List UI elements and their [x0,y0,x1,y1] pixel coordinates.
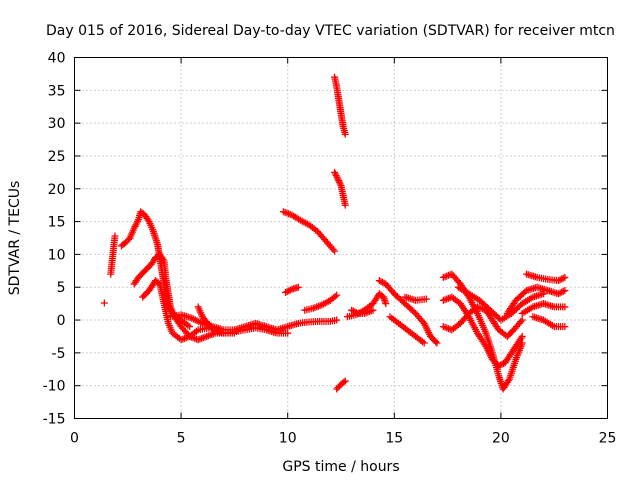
data-point [481,341,489,349]
data-point [333,316,341,324]
data-point [285,287,293,295]
y-tick-label: -15 [43,412,66,428]
data-point [382,300,390,308]
x-tick-label: 10 [279,431,297,447]
data-point [554,277,562,285]
data-point [419,318,427,326]
data-point [558,288,566,296]
data-point [379,278,387,286]
data-point [517,334,525,342]
y-tick-label: -5 [52,346,66,362]
x-tick-label: 0 [70,431,79,447]
data-point [159,255,167,263]
chart-title: Day 015 of 2016, Sidereal Day-to-day VTE… [46,23,615,39]
data-point [331,247,339,255]
data-point [144,216,152,224]
data-point [348,306,356,314]
data-point [518,332,526,340]
data-point [294,283,302,291]
data-point [561,303,569,311]
data-point [517,318,525,326]
data-point [340,378,348,386]
data-point [349,307,357,315]
data-point [333,291,341,299]
data-point [420,339,428,347]
y-tick-label: 30 [48,116,66,132]
data-point [331,168,339,176]
data-point [561,273,569,281]
data-points [100,73,569,393]
data-point [331,292,339,300]
data-point [377,277,385,285]
y-tick-label: 20 [48,182,66,198]
data-point [283,288,291,296]
data-point [540,290,548,298]
x-tick-label: 5 [177,431,186,447]
data-point [100,299,108,307]
data-point [559,287,567,295]
data-point [432,338,440,346]
y-tick-label: 15 [48,215,66,231]
data-point [341,201,349,209]
y-tick-label: -10 [43,379,66,395]
tick-layer: 0 5 10 15 20 25 -15 -10 -5 0 5 10 15 20 25 30 35 40 [43,51,617,447]
data-point [333,173,341,181]
data-point [286,286,294,294]
data-point [518,316,526,324]
y-tick-label: 10 [48,247,66,263]
data-point [284,329,292,337]
y-tick-label: 40 [48,51,66,67]
y-tick-label: 35 [48,83,66,99]
y-axis-label: SDTVAR / TECUs [7,181,23,296]
data-point [125,236,133,244]
data-point [556,289,564,297]
x-axis-label: GPS time / hours [282,459,399,475]
data-point [334,175,342,183]
data-point [341,377,349,385]
data-point [341,130,349,138]
data-point [352,309,360,317]
data-point [332,172,340,180]
data-point [558,275,566,283]
data-point [556,276,564,284]
data-point [433,339,441,347]
data-point [351,308,359,316]
x-tick-label: 20 [492,431,510,447]
data-point [496,361,504,369]
data-point [561,287,569,295]
data-point [335,177,343,185]
data-point [559,274,567,282]
data-point [495,362,503,370]
data-point [329,245,337,253]
x-tick-label: 15 [385,431,403,447]
plot-frame [74,57,608,419]
data-point [504,377,512,385]
y-tick-label: 5 [57,280,66,296]
data-point [335,178,343,186]
data-point [369,306,377,314]
data-point [331,170,339,178]
x-tick-label: 25 [599,431,617,447]
data-point [186,323,194,331]
data-point [554,290,562,298]
data-point [375,277,383,285]
y-tick-label: 0 [57,313,66,329]
data-point [561,323,569,331]
data-point [336,180,344,188]
data-point [422,295,430,303]
data-point [282,288,290,296]
y-tick-label: 25 [48,149,66,165]
data-point [111,232,119,240]
data-point [498,360,506,368]
